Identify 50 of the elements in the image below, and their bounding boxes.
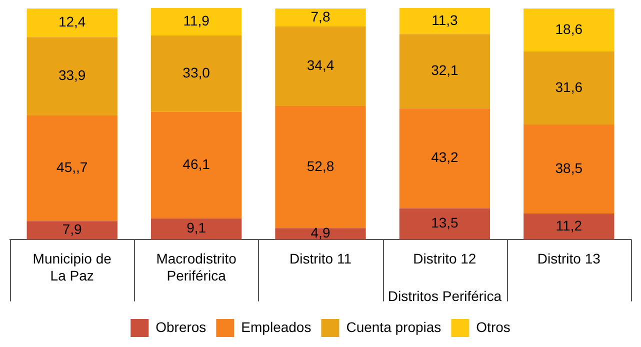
data-label: 13,5	[431, 214, 459, 231]
data-label: 32,1	[431, 62, 459, 78]
bar	[26, 8, 118, 38]
bar	[150, 218, 242, 240]
bar	[150, 112, 242, 218]
data-label: 34,4	[306, 57, 334, 74]
bar	[26, 221, 118, 240]
legend-label: Cuenta propias	[346, 318, 442, 335]
data-label: 46,1	[182, 156, 210, 172]
data-label: 9,1	[186, 220, 206, 236]
data-label: 11,3	[432, 12, 458, 28]
bar	[26, 37, 118, 116]
bar	[26, 115, 118, 222]
bar	[399, 108, 490, 208]
bar	[399, 208, 490, 240]
data-label: 31,6	[555, 78, 583, 95]
legend-label: Empleados	[241, 318, 312, 335]
bar	[524, 214, 614, 240]
bar	[399, 34, 490, 108]
legend-label: Obreros	[156, 318, 206, 335]
x-tick-label: Macrodistrito Periférica	[156, 250, 237, 284]
data-label: 12,4	[58, 14, 86, 30]
x-tick-label: Distrito 12	[413, 250, 476, 267]
data-label: 18,6	[555, 20, 583, 37]
x-tick-label: Municipio de La Paz	[32, 250, 112, 284]
x-tick-label: Distrito 11	[290, 250, 352, 267]
legend-label: Otros	[476, 318, 510, 335]
bar	[524, 51, 614, 125]
data-label: 11,2	[556, 217, 582, 234]
data-label: 33,9	[58, 67, 86, 84]
bar	[275, 228, 366, 240]
x-tick-label: Distrito 13	[537, 250, 601, 267]
text: Distritos Periférica	[388, 288, 502, 304]
data-label: 52,8	[306, 158, 334, 174]
bar	[524, 124, 614, 214]
data-label: 11,9	[183, 12, 210, 29]
data-label: 38,5	[555, 160, 583, 176]
data-label: 45,,7	[56, 159, 88, 176]
data-label: 43,2	[431, 149, 459, 166]
bar	[524, 8, 614, 52]
bar	[150, 36, 242, 112]
data-label: 7,8	[310, 8, 330, 24]
bar	[399, 8, 490, 34]
data-label: 7,9	[62, 221, 82, 238]
bar	[275, 8, 366, 26]
bar	[275, 106, 366, 228]
bar	[275, 26, 366, 106]
data-label: 4,9	[310, 224, 330, 241]
data-label: 33,0	[182, 64, 210, 81]
bar	[150, 8, 242, 36]
